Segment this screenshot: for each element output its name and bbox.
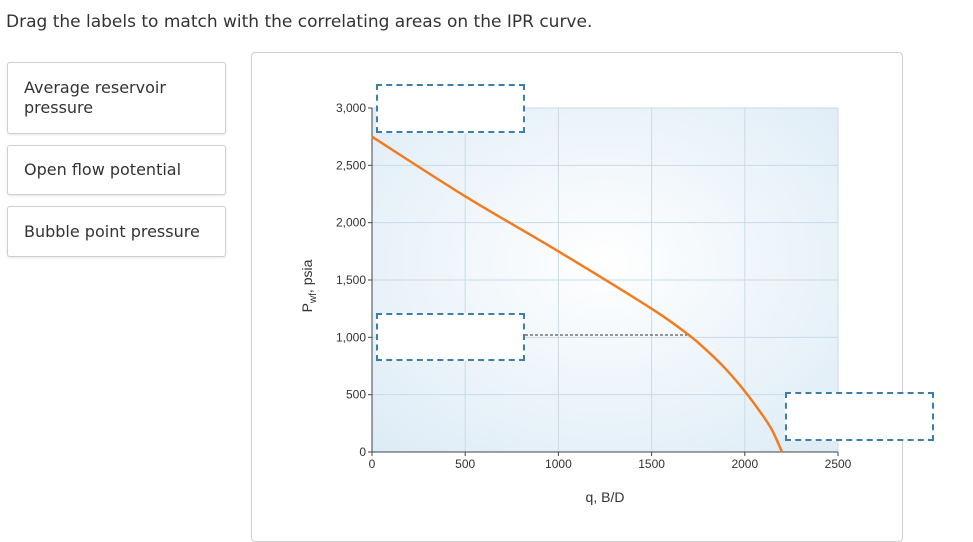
instruction-text: Drag the labels to match with the correl…	[6, 12, 593, 32]
x-tick-label: 0	[369, 457, 376, 471]
x-tick-label: 1500	[638, 457, 665, 471]
drop-zone-right[interactable]	[785, 392, 934, 441]
ipr-chart: 0 500 1000 1500 2000 2500 0 500 1,000 1,500 2,000 2…	[299, 101, 852, 505]
y-tick-label: 500	[346, 388, 366, 402]
y-tick-label: 2,000	[336, 216, 366, 230]
label-open-flow-potential[interactable]: Open flow potential	[7, 145, 226, 195]
y-tick-label: 1,000	[336, 330, 366, 344]
label-average-reservoir-pressure[interactable]: Average reservoir pressure	[7, 62, 226, 134]
x-tick-label: 1000	[545, 457, 572, 471]
x-tick-label: 2500	[825, 457, 852, 471]
y-tick-label: 1,500	[336, 273, 366, 287]
y-tick-label: 0	[359, 445, 366, 459]
x-tick-label: 2000	[731, 457, 758, 471]
y-tick-label: 2,500	[336, 158, 366, 172]
y-tick-label: 3,000	[336, 101, 366, 115]
x-tick-label: 500	[455, 457, 475, 471]
y-axis-label: Pwf, psia	[299, 259, 319, 312]
drop-zone-middle[interactable]	[376, 313, 525, 361]
ipr-curve-line	[371, 135, 784, 453]
drop-zone-top[interactable]	[376, 84, 525, 133]
label-bubble-point-pressure[interactable]: Bubble point pressure	[7, 206, 226, 257]
x-axis-label: q, B/D	[586, 489, 625, 505]
